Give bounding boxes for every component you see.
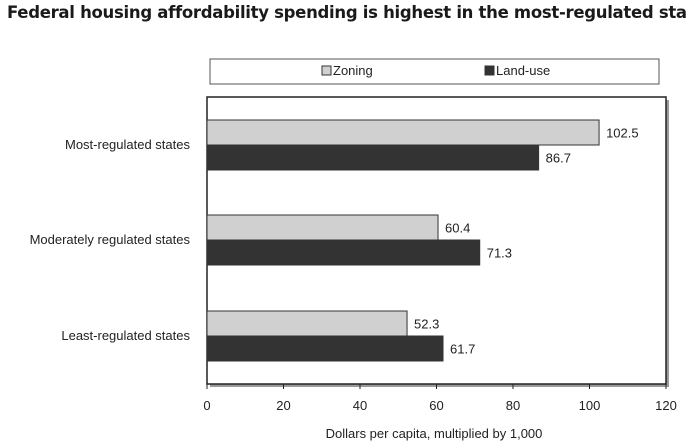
bar-2-0 <box>206 310 408 337</box>
bar-0-0 <box>206 119 600 146</box>
category-label-2: Least-regulated states <box>61 328 190 343</box>
bar-0-1 <box>206 144 540 171</box>
legend-swatch-1 <box>484 65 495 76</box>
legend-box <box>209 58 660 85</box>
data-label-2-1: 61.7 <box>450 342 475 357</box>
legend-label-1: Land-use <box>496 63 550 78</box>
data-label-0-0: 102.5 <box>606 126 639 141</box>
legend: Zoning Land-use <box>321 63 550 78</box>
legend-swatch-0 <box>321 65 332 76</box>
x-axis-title: Dollars per capita, multiplied by 1,000 <box>326 426 543 441</box>
x-tick-label-0: 0 <box>203 398 210 413</box>
bar-2-1 <box>206 335 444 362</box>
bar-1-0 <box>206 214 439 241</box>
page-title: Federal housing affordability spending i… <box>7 3 687 22</box>
x-tick-label-2: 40 <box>353 398 367 413</box>
data-label-1-0: 60.4 <box>445 221 470 236</box>
category-label-0: Most-regulated states <box>65 137 191 152</box>
x-axis: 0 20 40 60 80 100 120 <box>203 384 677 413</box>
data-label-2-0: 52.3 <box>414 317 439 332</box>
data-label-0-1: 86.7 <box>546 151 571 166</box>
data-label-1-1: 71.3 <box>487 246 512 261</box>
x-tick-label-5: 100 <box>579 398 601 413</box>
x-tick-label-4: 80 <box>506 398 520 413</box>
bar-1-1 <box>206 239 481 266</box>
x-tick-label-3: 60 <box>429 398 443 413</box>
x-tick-label-6: 120 <box>655 398 677 413</box>
category-label-1: Moderately regulated states <box>30 232 191 247</box>
plot-area: Most-regulated states 102.5 86.7 Moderately… <box>30 96 669 387</box>
x-tick-label-1: 20 <box>276 398 290 413</box>
legend-label-0: Zoning <box>333 63 373 78</box>
